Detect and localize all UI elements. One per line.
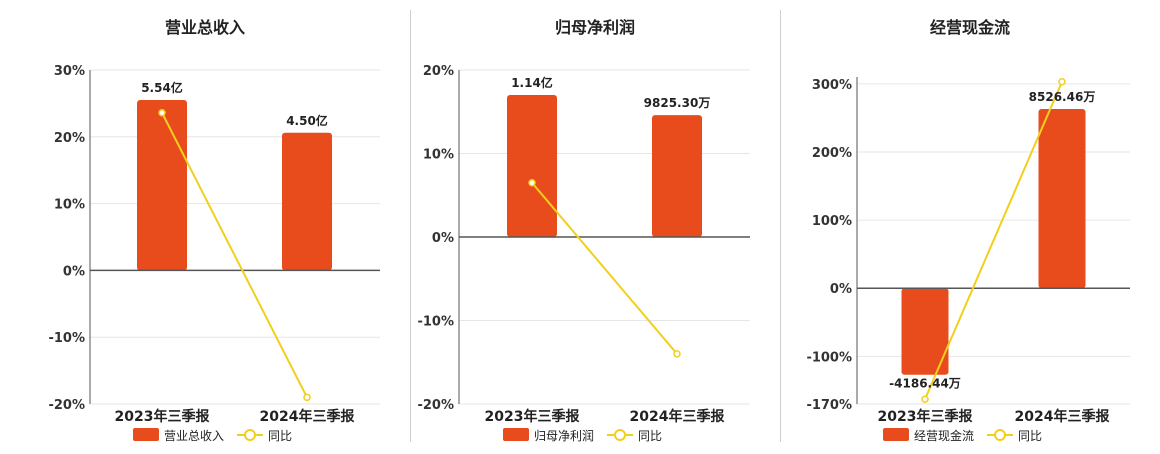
bar	[652, 115, 702, 237]
yoy-point	[303, 393, 311, 402]
legend-label: 经营现金流	[914, 428, 974, 443]
yoy-point	[1058, 78, 1066, 86]
y-tick-label: 30%	[54, 64, 85, 79]
y-tick-label: 20%	[423, 64, 454, 79]
legend-bar-swatch	[503, 428, 529, 441]
yoy-point	[528, 178, 536, 187]
y-tick-label: 200%	[812, 146, 852, 161]
legend-label: 归母净利润	[534, 429, 594, 443]
y-tick-label: 0%	[63, 264, 85, 279]
bar-data-label: 9825.30万	[644, 96, 711, 110]
bar	[901, 288, 949, 375]
x-tick-label: 2023年三季报	[485, 408, 580, 425]
bar	[282, 132, 332, 271]
y-tick-label: -10%	[48, 331, 85, 346]
revenue-chart: 30% 20% 10% 0% -10% -20% 5.54亿 4.50亿 2023年三季报 202…	[48, 64, 380, 443]
chart-title: 经营现金流	[929, 18, 1010, 37]
y-tick-label: 0%	[830, 282, 852, 297]
panel-divider	[780, 10, 781, 442]
legend-line-marker	[244, 429, 256, 441]
y-tick-label: -170%	[806, 398, 852, 413]
x-tick-label: 2024年三季报	[260, 408, 355, 425]
y-tick-label: -20%	[48, 398, 85, 413]
yoy-point	[158, 109, 166, 117]
y-tick-label: 0%	[432, 231, 454, 246]
cash-flow-chart-panel: 经营现金流 300% 200% 100% 0% -100% -170% -4186.44万 8…	[780, 0, 1160, 450]
x-tick-label: 2023年三季报	[878, 408, 973, 425]
y-tick-label: -20%	[417, 398, 454, 413]
revenue-chart-panel: 营业总收入 30% 20% 10% 0% -10% -20% 5.54亿 4.50亿 2023年…	[0, 0, 410, 450]
y-tick-label: 300%	[812, 78, 852, 93]
net-profit-chart-panel: 归母净利润 20% 10% 0% -10% -20% 1.14亿 9825.30万 2023年…	[410, 0, 780, 450]
legend-label: 同比	[638, 429, 662, 443]
legend-bar-swatch	[133, 428, 159, 441]
x-tick-label: 2024年三季报	[630, 408, 725, 425]
bar-data-label: 8526.46万	[1029, 90, 1096, 104]
bar	[507, 95, 557, 237]
yoy-point	[673, 350, 681, 358]
panel-divider	[410, 10, 411, 442]
yoy-line	[924, 81, 1063, 400]
y-tick-label: -10%	[417, 315, 454, 330]
y-tick-label: -100%	[806, 350, 852, 365]
legend-label: 营业总收入	[164, 429, 224, 443]
chart-title: 归母净利润	[554, 18, 635, 37]
y-tick-label: 10%	[423, 148, 454, 163]
bar	[1038, 109, 1086, 289]
bar-data-label: 1.14亿	[511, 75, 553, 90]
cash-flow-chart: 300% 200% 100% 0% -100% -170% -4186.44万 8526.46…	[806, 77, 1130, 443]
yoy-line	[161, 112, 308, 398]
x-tick-label: 2024年三季报	[1015, 408, 1110, 425]
bar-data-label: -4186.44万	[889, 377, 961, 391]
bar-data-label: 4.50亿	[286, 113, 328, 128]
chart-title: 营业总收入	[164, 18, 245, 37]
y-tick-label: 20%	[54, 131, 85, 146]
y-tick-label: 100%	[812, 214, 852, 229]
yoy-point	[921, 395, 929, 403]
bar-data-label: 5.54亿	[141, 80, 183, 95]
legend-label: 同比	[1018, 429, 1042, 443]
legend-line-marker	[994, 429, 1006, 441]
legend-line-marker	[614, 429, 626, 441]
bar	[137, 100, 187, 271]
legend-bar-swatch	[883, 428, 909, 441]
yoy-line	[531, 182, 678, 355]
legend-label: 同比	[268, 429, 292, 443]
x-tick-label: 2023年三季报	[115, 408, 210, 425]
y-tick-label: 10%	[54, 198, 85, 213]
net-profit-chart: 20% 10% 0% -10% -20% 1.14亿 9825.30万 2023年三季报 202…	[417, 64, 750, 443]
